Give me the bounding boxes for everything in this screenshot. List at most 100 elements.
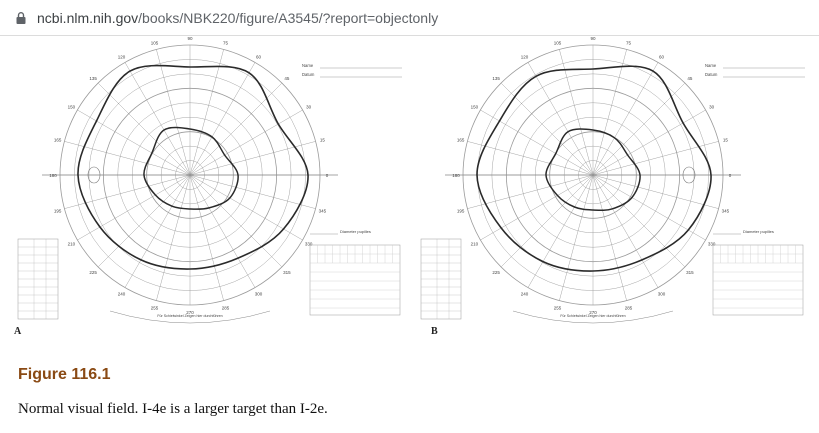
meridian-degree-label: 75 bbox=[626, 41, 632, 46]
meridian-line bbox=[559, 49, 594, 176]
meridian-degree-label: 255 bbox=[554, 305, 562, 310]
meridian-line bbox=[77, 174, 191, 241]
meridian-degree-label: 90 bbox=[187, 37, 193, 41]
meridian-degree-label: 75 bbox=[223, 41, 229, 46]
form-field-label: Datum bbox=[705, 72, 718, 77]
url-path: /books/NBK220/figure/A3545/?report=objec… bbox=[138, 10, 439, 26]
meridian-line bbox=[592, 62, 659, 176]
bottom-arc-label: Für Schielwinkel Zeigen hier durchführen bbox=[157, 314, 222, 318]
meridian-degree-label: 150 bbox=[471, 105, 479, 110]
meridian-line bbox=[189, 141, 316, 176]
meridian-line bbox=[124, 62, 191, 176]
meridian-degree-label: 210 bbox=[471, 242, 479, 247]
form-field-label: Name bbox=[302, 63, 314, 68]
meridian-degree-label: 105 bbox=[554, 41, 562, 46]
meridian-line bbox=[189, 174, 256, 288]
meridian-line bbox=[156, 49, 191, 176]
meridian-line bbox=[97, 82, 191, 176]
blind-spot-mark bbox=[682, 166, 696, 184]
meridian-line bbox=[189, 174, 283, 268]
meridian-line bbox=[189, 49, 224, 176]
meridian-line bbox=[592, 49, 627, 176]
perimetry-charts: 9010512013515016518019521022524025527028… bbox=[17, 36, 805, 324]
meridian-degree-label: 30 bbox=[709, 105, 715, 110]
meridian-degree-label: 45 bbox=[687, 76, 693, 81]
address-bar[interactable]: ncbi.nlm.nih.gov/books/NBK220/figure/A35… bbox=[0, 0, 819, 36]
meridian-degree-label: 315 bbox=[686, 270, 694, 275]
figure-caption: Normal visual field. I-4e is a larger ta… bbox=[18, 401, 328, 417]
visual-field-chart-b: 90 105 120 135 150 165 180 195 210 225 240 255 270 28… bbox=[420, 36, 805, 324]
meridian-degree-label: 225 bbox=[492, 270, 500, 275]
meridian-degree-label: 45 bbox=[284, 76, 290, 81]
meridian-line bbox=[64, 174, 191, 209]
meridian-degree-label: 345 bbox=[319, 208, 327, 213]
meridian-degree-label: 120 bbox=[118, 54, 126, 59]
meridian-line bbox=[189, 174, 224, 301]
meridian-line bbox=[189, 174, 316, 209]
meridian-line bbox=[189, 62, 256, 176]
meridian-degree-label: 300 bbox=[658, 292, 666, 297]
meridian-degree-label: 120 bbox=[521, 54, 529, 59]
meridian-line bbox=[592, 174, 686, 268]
meridian-line bbox=[592, 109, 706, 176]
figure-title: Figure 116.1 bbox=[18, 366, 111, 383]
meridian-degree-label: 135 bbox=[89, 76, 97, 81]
meridian-line bbox=[189, 82, 283, 176]
meridian-line bbox=[480, 174, 594, 241]
meridian-degree-label: 105 bbox=[151, 41, 159, 46]
pupil-diameter-label: Diameter pupilles bbox=[743, 229, 774, 234]
meridian-line bbox=[592, 82, 686, 176]
meridian-degree-label: 240 bbox=[521, 292, 529, 297]
meridian-line bbox=[592, 141, 719, 176]
isopter-inner-curve bbox=[143, 126, 239, 211]
meridian-line bbox=[592, 174, 706, 241]
isopter-outer-curve bbox=[476, 65, 712, 272]
meridian-degree-label: 195 bbox=[457, 208, 465, 213]
form-field-label: Name bbox=[705, 63, 717, 68]
meridian-degree-label: 270 bbox=[589, 310, 597, 315]
meridian-degree-label: 210 bbox=[68, 242, 76, 247]
meridian-degree-label: 60 bbox=[659, 54, 665, 59]
meridian-degree-label: 0 bbox=[729, 173, 732, 178]
meridian-degree-label: 15 bbox=[320, 138, 326, 143]
meridian-degree-label: 90 bbox=[590, 37, 596, 41]
meridian-degree-label: 30 bbox=[306, 105, 312, 110]
meridian-line bbox=[500, 174, 594, 268]
form-field-label: Datum bbox=[302, 72, 315, 77]
meridian-degree-label: 255 bbox=[151, 305, 159, 310]
meridian-line bbox=[97, 174, 191, 268]
meridian-line bbox=[500, 82, 594, 176]
meridian-degree-label: 150 bbox=[68, 105, 76, 110]
meridian-degree-label: 180 bbox=[452, 173, 460, 178]
visual-field-figure: 90 105 120 135 150 165 180 195 210 225 240 255 270 28… bbox=[0, 36, 819, 349]
bottom-arc-label: Für Schielwinkel Zeigen hier durchführen bbox=[560, 314, 625, 318]
meridian-line bbox=[64, 141, 191, 176]
meridian-line bbox=[124, 174, 191, 288]
url-text[interactable]: ncbi.nlm.nih.gov/books/NBK220/figure/A35… bbox=[37, 10, 438, 26]
meridian-degree-label: 0 bbox=[326, 173, 329, 178]
bottom-arc-line bbox=[512, 310, 674, 324]
visual-field-chart-a: 9010512013515016518019521022524025527028… bbox=[17, 36, 402, 324]
meridian-line bbox=[559, 174, 594, 301]
meridian-degree-label: 330 bbox=[305, 242, 313, 247]
meridian-degree-label: 270 bbox=[186, 310, 194, 315]
meridian-degree-label: 285 bbox=[222, 305, 230, 310]
meridian-degree-label: 225 bbox=[89, 270, 97, 275]
meridian-line bbox=[467, 141, 594, 176]
panel-label-b: B bbox=[431, 326, 438, 337]
isopter-outer-curve bbox=[77, 64, 309, 270]
meridian-degree-label: 135 bbox=[492, 76, 500, 81]
meridian-degree-label: 300 bbox=[255, 292, 263, 297]
meridian-degree-label: 165 bbox=[54, 138, 62, 143]
meridian-degree-label: 195 bbox=[54, 208, 62, 213]
meridian-degree-label: 60 bbox=[256, 54, 262, 59]
meridian-degree-label: 330 bbox=[708, 242, 716, 247]
url-host: ncbi.nlm.nih.gov bbox=[37, 10, 139, 26]
meridian-degree-label: 315 bbox=[283, 270, 291, 275]
meridian-line bbox=[527, 174, 594, 288]
isopter-inner-curve bbox=[545, 128, 641, 212]
meridian-degree-label: 240 bbox=[118, 292, 126, 297]
meridian-degree-label: 165 bbox=[457, 138, 465, 143]
meridian-line bbox=[592, 174, 659, 288]
meridian-degree-label: 285 bbox=[625, 305, 633, 310]
